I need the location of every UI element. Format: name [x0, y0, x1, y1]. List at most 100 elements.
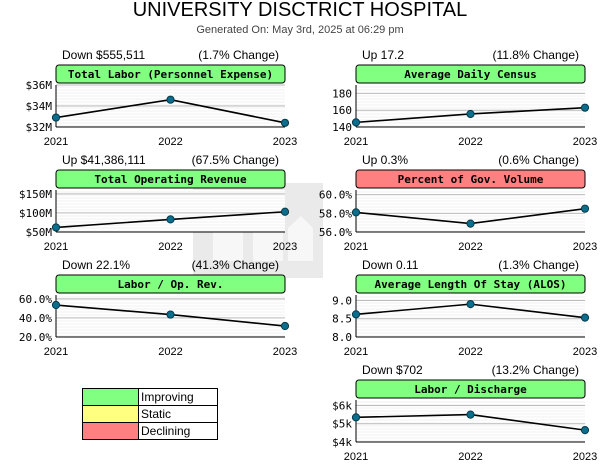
y-tick-label: 180	[332, 87, 352, 100]
y-tick-label: 9.0	[332, 294, 352, 307]
y-tick-label: $100M	[19, 207, 52, 220]
data-point	[280, 207, 290, 216]
chart-panel: Down $702 (13.2% Change) Labor / Discharge…	[332, 363, 597, 463]
x-tick-label: 2022	[458, 346, 482, 358]
chart-title: Average Daily Census	[404, 68, 536, 81]
legend-item-improving: Improving	[82, 388, 218, 406]
y-tick-label: 40.0%	[19, 312, 52, 325]
y-tick-label: 160	[332, 104, 352, 117]
x-tick-label: 2021	[44, 241, 68, 253]
x-tick-label: 2021	[44, 136, 68, 148]
legend: Improving Static Declining	[82, 388, 218, 440]
chart-title: Total Operating Revenue	[94, 173, 247, 186]
summary-change-value: Up $41,386,111	[62, 153, 146, 167]
summary-change-value: Down $555,511	[62, 48, 146, 62]
summary-change-value: Down 22.1%	[62, 258, 130, 272]
data-point	[280, 321, 290, 331]
data-point	[166, 310, 175, 319]
x-tick-label: 2021	[344, 136, 368, 148]
data-point	[466, 300, 475, 309]
y-tick-label: $36M	[26, 79, 53, 92]
y-tick-label: $6k	[332, 399, 352, 412]
y-tick-label: $4k	[332, 436, 352, 449]
y-tick-label: 140	[332, 121, 352, 134]
x-tick-label: 2021	[44, 346, 68, 358]
data-point	[166, 215, 175, 224]
legend-swatch-static	[82, 405, 139, 423]
summary-change-percent: (13.2% Change)	[492, 363, 579, 377]
x-tick-label: 2022	[158, 346, 182, 358]
legend-label: Improving	[138, 388, 218, 406]
data-point	[580, 103, 590, 112]
data-point	[351, 208, 361, 217]
chart-panel: Up 17.2 (11.8% Change) Average Daily Censu…	[332, 48, 597, 148]
x-tick-label: 2022	[458, 241, 482, 253]
summary-change-percent: (0.6% Change)	[498, 153, 579, 167]
chart-title-bar	[355, 274, 586, 294]
data-point	[351, 413, 361, 422]
summary-change-value: Up 17.2	[362, 48, 404, 62]
plot-area	[356, 400, 585, 442]
summary-change-value: Down 0.11	[362, 258, 419, 272]
chart-title: Labor / Discharge	[414, 383, 527, 396]
summary-change-percent: (1.7% Change)	[198, 48, 279, 62]
chart-title: Total Labor (Personnel Expense)	[68, 68, 273, 81]
chart-title-bar	[55, 64, 286, 84]
x-tick-label: 2023	[573, 346, 597, 358]
chart-panel: Down $555,511 (1.7% Change) Total Labor (P…	[26, 48, 298, 148]
data-point	[51, 113, 61, 122]
y-tick-label: $34M	[26, 100, 53, 113]
summary-change-percent: (41.3% Change)	[192, 258, 279, 272]
summary-change-percent: (11.8% Change)	[493, 48, 580, 62]
y-tick-label: $150M	[19, 188, 52, 201]
x-tick-label: 2023	[273, 346, 297, 358]
summary-change-percent: (1.3% Change)	[498, 258, 579, 272]
generated-timestamp: Generated On: May 3rd, 2025 at 06:29 pm	[196, 24, 404, 36]
x-tick-label: 2023	[573, 451, 597, 463]
y-tick-label: 60.0%	[319, 189, 352, 202]
summary-change-value: Up 0.3%	[362, 153, 408, 167]
chart-title: Labor / Op. Rev.	[118, 278, 224, 291]
data-point	[51, 300, 61, 310]
data-point	[580, 426, 590, 435]
y-tick-label: 8.0	[332, 331, 352, 344]
chart-title-bar	[355, 64, 586, 84]
data-point	[466, 219, 475, 228]
y-tick-label: 60.0%	[19, 293, 52, 306]
chart-title: Percent of Gov. Volume	[398, 173, 544, 186]
chart-title: Average Length Of Stay (ALOS)	[374, 278, 566, 291]
data-point	[580, 313, 590, 322]
page-title: UNIVERSITY DISCTRICT HOSPITAL	[132, 0, 468, 21]
summary-change-percent: (67.5% Change)	[192, 153, 279, 167]
y-tick-label: 20.0%	[19, 331, 52, 344]
x-tick-label: 2023	[573, 241, 597, 253]
x-tick-label: 2022	[458, 451, 482, 463]
x-tick-label: 2023	[273, 241, 297, 253]
legend-swatch-improving	[82, 388, 139, 406]
chart-title-bar	[355, 379, 586, 399]
y-tick-label: 58.0%	[319, 207, 352, 220]
legend-item-declining: Declining	[82, 422, 218, 440]
y-tick-label: 56.0%	[319, 226, 352, 239]
x-tick-label: 2022	[458, 136, 482, 148]
data-point	[466, 410, 475, 419]
data-point	[351, 310, 361, 319]
legend-swatch-declining	[82, 422, 139, 440]
data-point	[51, 223, 61, 232]
chart-panel: Up $41,386,111 (67.5% Change) Total Operat…	[19, 153, 297, 253]
x-tick-label: 2021	[344, 451, 368, 463]
x-tick-label: 2023	[573, 136, 597, 148]
legend-item-static: Static	[82, 405, 218, 423]
legend-label: Static	[138, 405, 218, 423]
data-point	[466, 109, 475, 119]
y-tick-label: 8.5	[332, 313, 352, 326]
data-point	[166, 95, 175, 104]
chart-panel: Down 0.11 (1.3% Change) Average Length Of …	[332, 258, 597, 358]
y-tick-label: $50M	[26, 226, 53, 239]
chart-panel: Down 22.1% (41.3% Change) Labor / Op. Rev.…	[19, 258, 297, 358]
x-tick-label: 2022	[158, 136, 182, 148]
y-tick-label: $5k	[332, 418, 352, 431]
data-point	[351, 118, 361, 127]
legend-label: Declining	[138, 422, 218, 440]
